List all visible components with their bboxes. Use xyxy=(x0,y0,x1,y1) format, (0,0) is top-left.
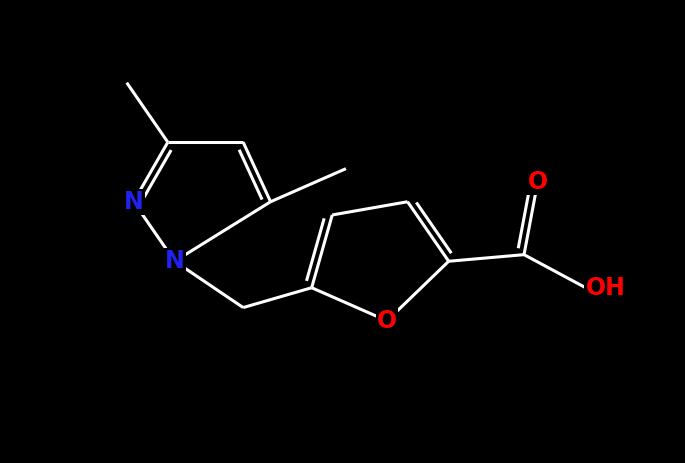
Text: OH: OH xyxy=(586,276,625,300)
Text: N: N xyxy=(124,190,143,214)
Text: O: O xyxy=(527,170,548,194)
Text: O: O xyxy=(377,309,397,333)
Text: N: N xyxy=(165,249,184,273)
